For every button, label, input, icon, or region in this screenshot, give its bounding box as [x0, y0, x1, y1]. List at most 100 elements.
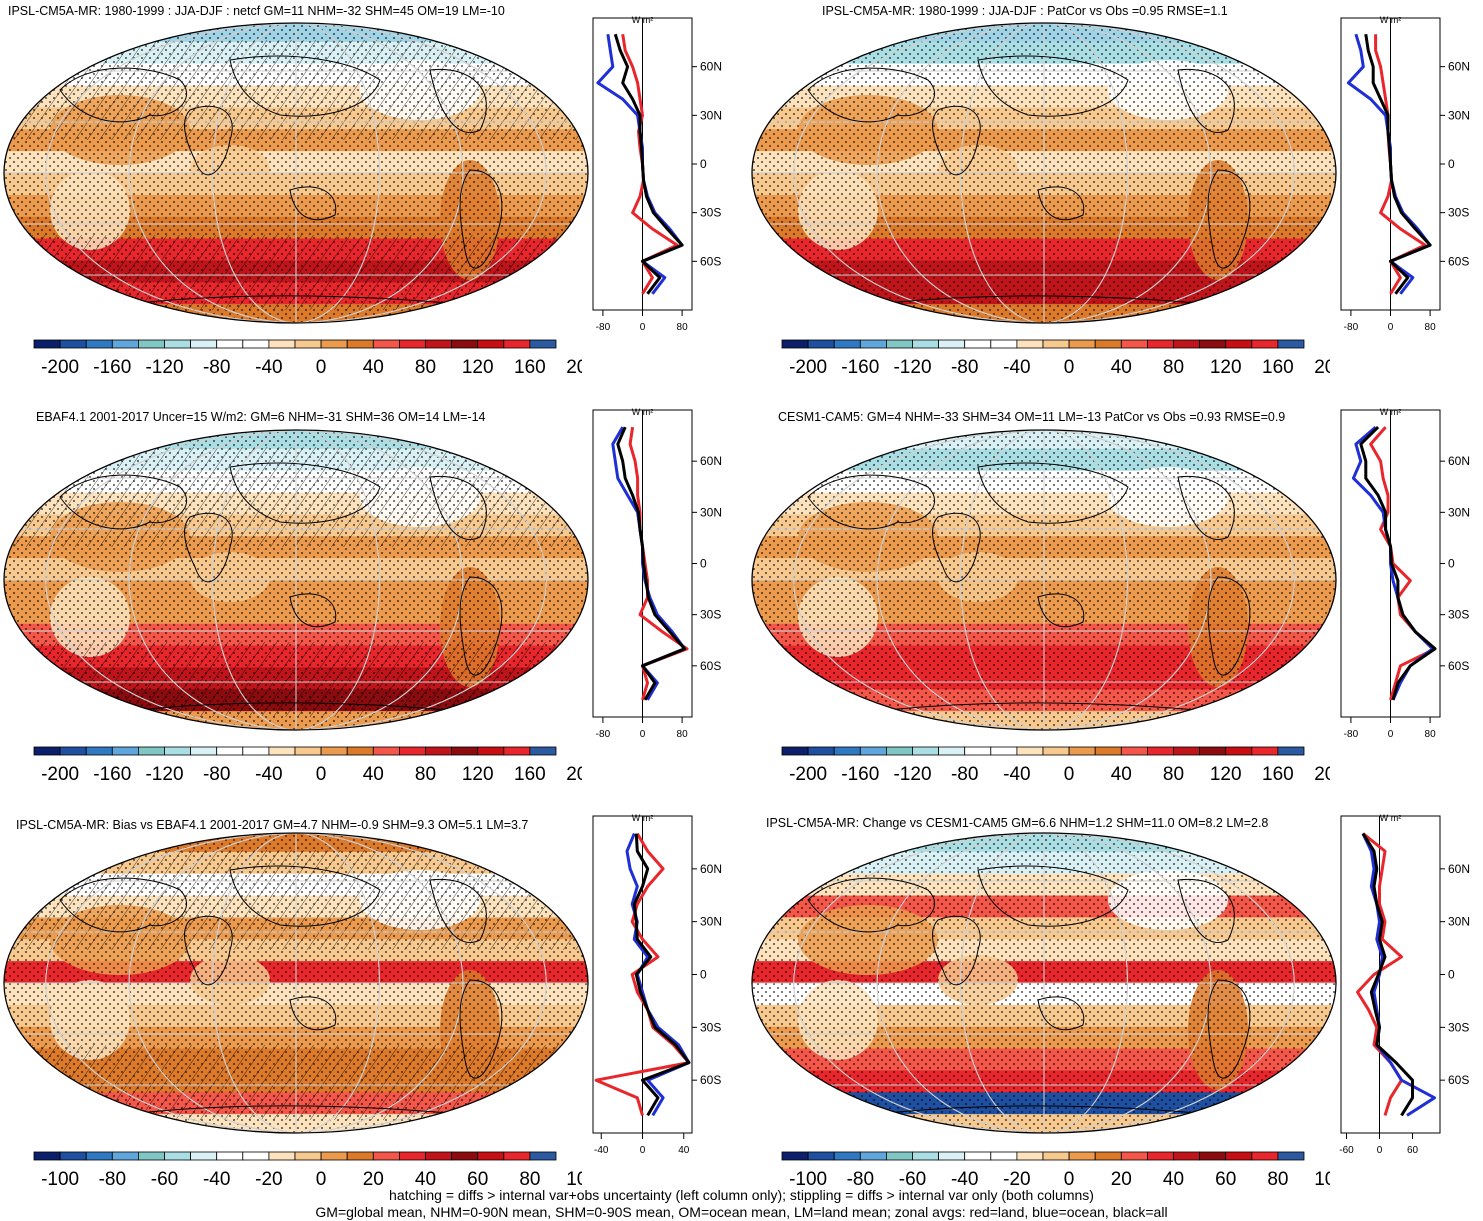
zonal-y-tick-label: 30S: [700, 1020, 721, 1034]
colorbar-swatch: [242, 746, 270, 756]
colorbar-tick-label: 40: [363, 357, 384, 378]
colorbar-swatch: [807, 1151, 835, 1161]
colorbar-tick-label: 80: [415, 764, 436, 785]
colorbar-tick-label: 100: [566, 1169, 582, 1190]
colorbar-swatch: [477, 746, 505, 756]
colorbar-swatch: [859, 1151, 887, 1161]
colorbar-tick-label: -200: [789, 764, 827, 785]
colorbar-swatch: [59, 339, 87, 349]
zonal-x-tick-label: 0: [1377, 1145, 1383, 1156]
colorbar-swatch: [1016, 339, 1044, 349]
zonal-y-tick-label: 0: [700, 157, 707, 171]
colorbar-swatch: [1199, 1151, 1227, 1161]
colorbar-swatch: [1068, 1151, 1096, 1161]
colorbar-swatch: [964, 339, 992, 349]
zonal-x-tick-label: 80: [677, 729, 689, 740]
zonal-y-tick-label: 30N: [1448, 915, 1470, 929]
colorbar-tick-label: 200: [566, 357, 582, 378]
colorbar-swatch: [990, 1151, 1018, 1161]
colorbar-swatch: [372, 746, 400, 756]
colorbar-swatch: [242, 1151, 270, 1161]
colorbar-tick-label: -100: [41, 1169, 79, 1190]
zonal-average-plot: W m² -80 0 80 60N 30N 0 30S 60S: [1340, 407, 1470, 740]
zonal-y-tick-label: 60S: [700, 254, 721, 268]
colorbar-swatch: [111, 1151, 139, 1161]
colorbar-swatch: [477, 1151, 505, 1161]
zonal-y-tick-label: 60S: [1448, 659, 1469, 673]
zonal-x-tick-label: 0: [640, 729, 646, 740]
zonal-x-tick-label: 0: [1388, 322, 1394, 333]
colorbar-swatch: [242, 339, 270, 349]
colorbar-swatch: [216, 1151, 244, 1161]
zonal-y-tick-label: 30N: [700, 505, 722, 519]
colorbar-swatch: [1199, 339, 1227, 349]
colorbar-tick-label: -80: [951, 764, 978, 785]
zonal-x-tick-label: 80: [677, 322, 689, 333]
colorbar-swatch: [216, 746, 244, 756]
colorbar-tick-label: 0: [1064, 357, 1075, 378]
zonal-y-tick-label: 30S: [700, 206, 721, 220]
colorbar-swatch: [1094, 339, 1122, 349]
global-map: [3, 22, 589, 324]
colorbar-swatch: [1173, 746, 1201, 756]
colorbar-swatch: [886, 746, 913, 756]
colorbar-swatch: [912, 746, 940, 756]
zonal-y-tick-label: 30S: [1448, 1020, 1469, 1034]
zonal-y-tick-label: 30N: [700, 108, 722, 122]
colorbar-swatch: [477, 339, 505, 349]
colorbar-tick-label: 120: [1210, 764, 1242, 785]
colorbar-swatch: [85, 339, 113, 349]
colorbar-swatch: [1173, 1151, 1201, 1161]
zonal-unit-label: W m²: [1380, 407, 1402, 417]
colorbar-swatch: [859, 339, 887, 349]
zonal-x-tick-label: -80: [1344, 322, 1359, 333]
colorbar-swatch: [451, 746, 479, 756]
zonal-y-tick-label: 30N: [1448, 108, 1470, 122]
colorbar: -200 -160 -120 -80 -40 0 40 80 120 160 200: [781, 746, 1330, 785]
colorbar-tick-label: 40: [415, 1169, 436, 1190]
colorbar-swatch: [1068, 746, 1096, 756]
colorbar-tick-label: 160: [514, 764, 546, 785]
colorbar-swatch: [164, 746, 192, 756]
colorbar-swatch: [398, 1151, 426, 1161]
colorbar-tick-label: -20: [1003, 1169, 1030, 1190]
colorbar-swatch: [216, 339, 244, 349]
colorbar-swatch: [807, 339, 835, 349]
colorbar-swatch: [1146, 339, 1174, 349]
colorbar-swatch: [529, 1151, 557, 1161]
zonal-y-tick-label: 0: [1448, 157, 1455, 171]
global-map: [3, 429, 589, 731]
colorbar-swatch: [294, 339, 322, 349]
colorbar-tick-label: -160: [93, 357, 131, 378]
colorbar-swatch: [372, 1151, 400, 1161]
zonal-unit-label: W m²: [632, 15, 654, 25]
colorbar-swatch: [833, 339, 861, 349]
colorbar-swatch: [964, 746, 992, 756]
zonal-x-tick-label: 80: [1425, 322, 1437, 333]
zonal-x-tick-label: -80: [596, 322, 611, 333]
colorbar-swatch: [1042, 746, 1070, 756]
colorbar-tick-label: -80: [203, 357, 230, 378]
colorbar-swatch: [833, 746, 861, 756]
colorbar-swatch: [938, 339, 966, 349]
colorbar-tick-label: 0: [316, 764, 327, 785]
colorbar-swatch: [85, 746, 113, 756]
colorbar-tick-label: 160: [1262, 764, 1294, 785]
colorbar: -200 -160 -120 -80 -40 0 40 80 120 160 200: [33, 339, 582, 378]
panel-title: IPSL-CM5A-MR: Change vs CESM1-CAM5 GM=6.…: [766, 816, 1269, 830]
colorbar-swatch: [268, 1151, 296, 1161]
colorbar-swatch: [320, 339, 348, 349]
zonal-all-line: [1364, 33, 1432, 295]
colorbar-swatch: [1016, 1151, 1044, 1161]
colorbar-swatch: [1225, 746, 1253, 756]
zonal-average-plot: W m² -40 0 40 60N 30N 0 30S 60S: [592, 813, 722, 1156]
colorbar-tick-label: -200: [789, 357, 827, 378]
colorbar-swatch: [138, 339, 165, 349]
colorbar-swatch: [833, 1151, 861, 1161]
zonal-x-tick-label: -80: [1344, 729, 1359, 740]
zonal-y-tick-label: 60S: [1448, 254, 1469, 268]
colorbar-swatch: [1277, 1151, 1305, 1161]
colorbar-swatch: [190, 1151, 218, 1161]
colorbar-swatch: [503, 339, 531, 349]
colorbar-swatch: [529, 746, 557, 756]
